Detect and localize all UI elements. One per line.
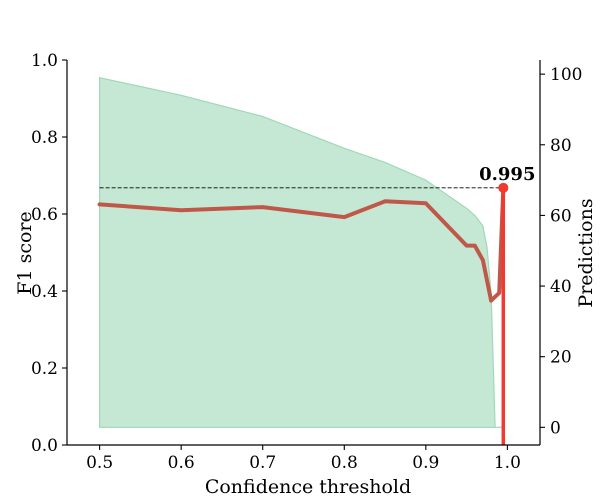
y-tick-label: 0.8 (31, 128, 58, 148)
y-tick-label: 1.0 (31, 51, 58, 71)
f1-score-line (97, 185, 506, 303)
y-axis-title: F1 score (14, 211, 36, 294)
y2-tick-label: 100 (550, 65, 582, 85)
y-tick-label: 0.0 (31, 436, 58, 456)
axes: 0.5 0.6 0.7 0.8 0.9 1.0 0.0 0.2 0.4 0.6 0.8 1.0 0 20 4… (31, 51, 583, 473)
y2-tick-label: 40 (550, 277, 572, 297)
y-tick-label: 0.6 (31, 205, 58, 225)
y-tick-label: 0.2 (31, 359, 58, 379)
y2-tick-label: 0 (550, 418, 561, 438)
highlight-marker (498, 182, 509, 193)
x-tick-label: 0.5 (86, 453, 113, 473)
y-tick-label: 0.4 (31, 282, 58, 302)
y2-tick-label: 60 (550, 206, 572, 226)
x-tick-label: 0.6 (168, 453, 195, 473)
y2-tick-label: 20 (550, 348, 572, 368)
x-tick-label: 0.7 (249, 453, 276, 473)
x-axis-title: Confidence threshold (205, 476, 411, 498)
x-tick-label: 0.9 (412, 453, 439, 473)
y2-axis-title: Predictions (575, 198, 597, 307)
plot-area: 0.995 (97, 76, 535, 445)
highlight-label: 0.995 (479, 164, 535, 185)
x-tick-label: 1.0 (494, 453, 521, 473)
y2-tick-label: 80 (550, 136, 572, 156)
x-tick-label: 0.8 (331, 453, 358, 473)
predictions-area (99, 76, 504, 428)
